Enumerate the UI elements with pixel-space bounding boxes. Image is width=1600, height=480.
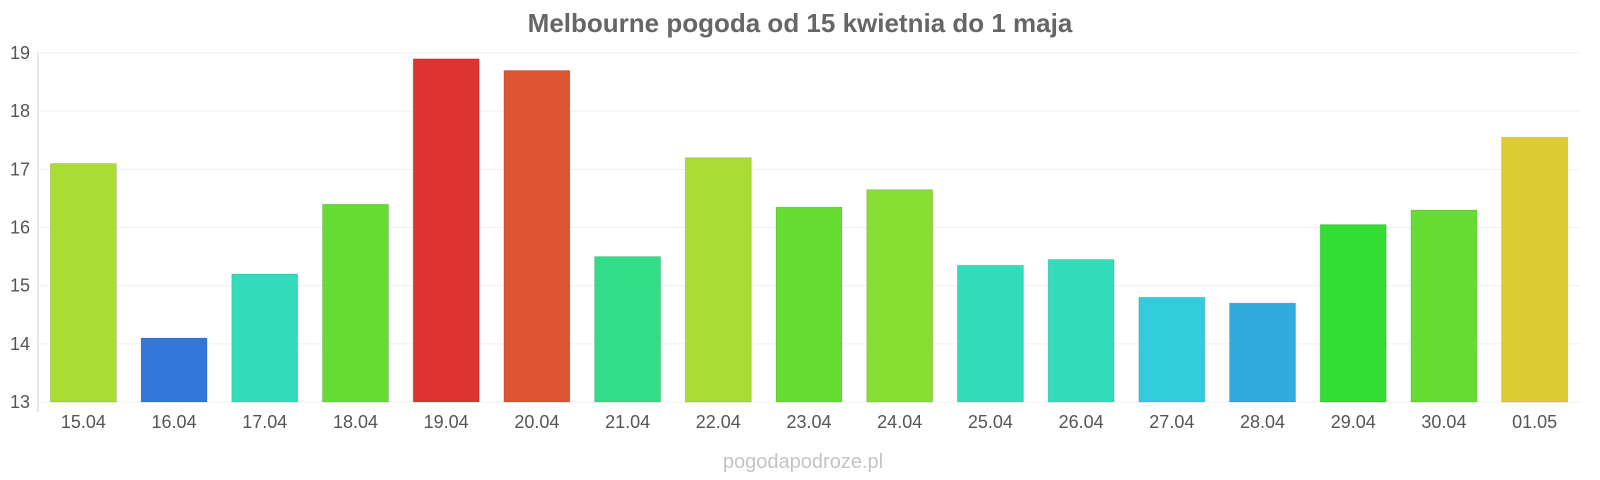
x-tick-label: 26.04 (1059, 412, 1104, 432)
x-tick-label: 21.04 (605, 412, 650, 432)
x-tick-label: 29.04 (1331, 412, 1376, 432)
bar-01-05 (1501, 136, 1569, 403)
bar-25-04 (956, 264, 1024, 403)
bar-28-04 (1229, 302, 1297, 403)
x-tick-label: 17.04 (242, 412, 287, 432)
x-tick-label: 25.04 (968, 412, 1013, 432)
bar-20-04 (503, 69, 571, 403)
bar-29-04 (1319, 224, 1387, 403)
bar-16-04 (140, 337, 208, 403)
x-tick-label: 18.04 (333, 412, 378, 432)
bar-30-04 (1410, 209, 1478, 403)
bar-27-04 (1138, 296, 1206, 403)
watermark: pogodapodroze.pl (723, 451, 883, 473)
bar-22-04 (684, 157, 752, 403)
bar-15-04 (49, 163, 117, 403)
y-tick-label: 13 (10, 392, 30, 412)
bar-18-04 (321, 203, 389, 403)
x-tick-label: 01.05 (1512, 412, 1557, 432)
y-tick-label: 14 (10, 334, 30, 354)
x-tick-label: 24.04 (877, 412, 922, 432)
bar-26-04 (1047, 258, 1115, 403)
y-tick-label: 15 (10, 276, 30, 296)
x-tick-label: 22.04 (696, 412, 741, 432)
chart-title: Melbourne pogoda od 15 kwietnia do 1 maj… (528, 8, 1073, 38)
y-tick-label: 19 (10, 43, 30, 63)
y-tick-label: 16 (10, 218, 30, 238)
x-tick-label: 30.04 (1421, 412, 1466, 432)
bar-21-04 (594, 256, 662, 403)
x-tick-label: 16.04 (152, 412, 197, 432)
bar-23-04 (775, 206, 843, 403)
x-axis-ticks: 15.04 16.04 17.04 18.04 19.04 20.04 21.04 22.04… (61, 412, 1557, 432)
x-tick-label: 20.04 (514, 412, 559, 432)
x-tick-label: 23.04 (786, 412, 831, 432)
bar-17-04 (231, 273, 299, 403)
x-tick-label: 19.04 (424, 412, 469, 432)
y-tick-label: 17 (10, 159, 30, 179)
y-axis-ticks: 13 14 15 16 17 18 19 (10, 43, 30, 412)
x-tick-label: 15.04 (61, 412, 106, 432)
y-tick-label: 18 (10, 101, 30, 121)
bar-24-04 (866, 189, 934, 403)
x-tick-label: 27.04 (1149, 412, 1194, 432)
bars (49, 58, 1569, 403)
bar-19-04 (412, 58, 480, 403)
x-tick-label: 28.04 (1240, 412, 1285, 432)
